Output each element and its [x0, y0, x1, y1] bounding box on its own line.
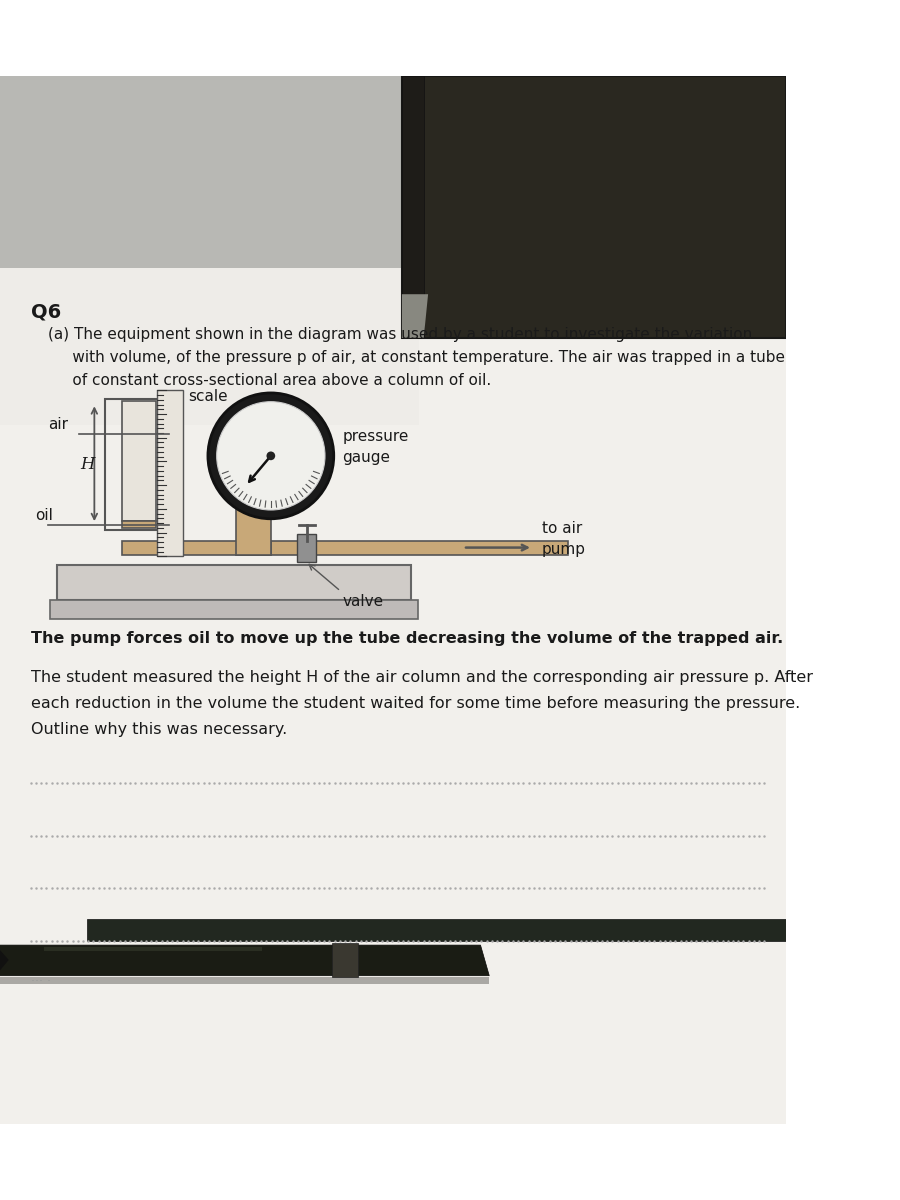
Circle shape — [217, 402, 325, 510]
Polygon shape — [0, 946, 490, 976]
Circle shape — [266, 451, 275, 461]
Polygon shape — [0, 978, 490, 984]
Text: with volume, of the pressure p of air, at constant temperature. The air was trap: with volume, of the pressure p of air, a… — [48, 350, 785, 365]
Text: valve: valve — [343, 594, 383, 608]
Bar — [122, 540, 271, 554]
Text: to air
pump: to air pump — [542, 521, 586, 557]
Bar — [122, 521, 156, 528]
Bar — [50, 600, 418, 619]
Polygon shape — [44, 947, 262, 952]
Polygon shape — [0, 946, 9, 976]
Bar — [297, 534, 316, 562]
Text: oil: oil — [35, 508, 53, 523]
Polygon shape — [87, 919, 787, 941]
Text: each reduction in the volume the student waited for some time before measuring t: each reduction in the volume the student… — [31, 696, 800, 712]
Text: The pump forces oil to move up the tube decreasing the volume of the trapped air: The pump forces oil to move up the tube … — [31, 630, 783, 646]
Bar — [236, 486, 271, 554]
Text: The student measured the height H of the air column and the corresponding air pr: The student measured the height H of the… — [31, 670, 813, 685]
Text: H: H — [80, 456, 94, 473]
Text: Q6: Q6 — [31, 302, 61, 322]
Bar — [402, 76, 424, 338]
Polygon shape — [402, 294, 428, 338]
Bar — [402, 76, 787, 338]
Bar — [158, 390, 184, 557]
Polygon shape — [332, 943, 358, 978]
Text: air: air — [48, 418, 68, 432]
Text: Outline why this was necessary.: Outline why this was necessary. — [31, 722, 287, 737]
Bar — [0, 268, 419, 425]
Bar — [236, 540, 568, 554]
Text: ... .: ... . — [31, 972, 50, 984]
Circle shape — [208, 392, 334, 518]
Bar — [122, 401, 156, 521]
Text: (a) The equipment shown in the diagram was used by a student to investigate the : (a) The equipment shown in the diagram w… — [48, 328, 752, 342]
Text: pressure
gauge: pressure gauge — [343, 430, 409, 466]
Text: scale: scale — [188, 389, 228, 403]
Bar — [0, 268, 787, 1124]
Text: of constant cross-sectional area above a column of oil.: of constant cross-sectional area above a… — [48, 373, 491, 388]
Bar — [57, 565, 410, 600]
Bar — [104, 400, 170, 530]
